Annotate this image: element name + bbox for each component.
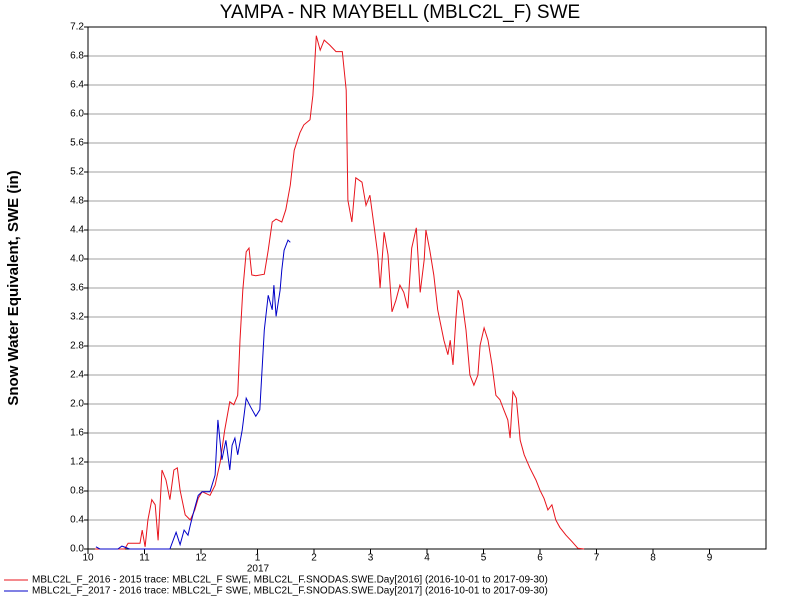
x-tick-label: 6 [537, 553, 543, 564]
y-tick-label: 6.8 [70, 51, 84, 62]
y-tick-label: 0.0 [70, 544, 84, 555]
x-tick-label: 8 [650, 553, 656, 564]
x-tick-label: 1 [255, 553, 261, 564]
year-annotation: 2017 [247, 564, 270, 575]
x-tick-label: 3 [368, 553, 374, 564]
y-tick-label: 3.6 [70, 283, 84, 294]
y-tick-label: 6.0 [70, 109, 84, 120]
y-tick-label: 7.2 [70, 22, 84, 33]
legend-label: MBLC2L_F_2016 - 2015 trace: MBLC2L_F SWE… [32, 575, 548, 586]
y-tick-label: 5.2 [70, 167, 84, 178]
x-tick-label: 10 [82, 553, 94, 564]
y-tick-label: 5.6 [70, 138, 84, 149]
x-tick-label: 5 [481, 553, 487, 564]
x-tick-label: 7 [594, 553, 600, 564]
x-tick-label: 11 [139, 553, 150, 564]
legend-label: MBLC2L_F_2017 - 2016 trace: MBLC2L_F SWE… [32, 586, 548, 597]
y-tick-label: 1.2 [70, 457, 84, 468]
y-tick-label: 2.4 [70, 370, 84, 381]
y-tick-label: 3.2 [70, 312, 84, 323]
plot-frame [87, 26, 767, 550]
y-tick-label: 4.4 [70, 225, 84, 236]
y-tick-label: 2.8 [70, 341, 84, 352]
y-tick-label: 4.0 [70, 254, 84, 265]
y-tick-label: 1.6 [70, 428, 84, 439]
x-tick-label: 12 [195, 553, 207, 564]
y-tick-label: 4.8 [70, 196, 84, 207]
x-tick-label: 4 [424, 553, 430, 564]
series-line [94, 35, 585, 550]
x-tick-label: 2 [311, 553, 317, 564]
chart-title: YAMPA - NR MAYBELL (MBLC2L_F) SWE [220, 2, 580, 23]
series-line [95, 239, 291, 550]
y-tick-label: 0.4 [70, 515, 84, 526]
y-axis-label: Snow Water Equivalent, SWE (in) [5, 170, 22, 405]
y-tick-label: 0.8 [70, 486, 84, 497]
y-tick-label: 6.4 [70, 80, 84, 91]
x-tick-label: 9 [707, 553, 713, 564]
y-tick-label: 2.0 [70, 399, 84, 410]
